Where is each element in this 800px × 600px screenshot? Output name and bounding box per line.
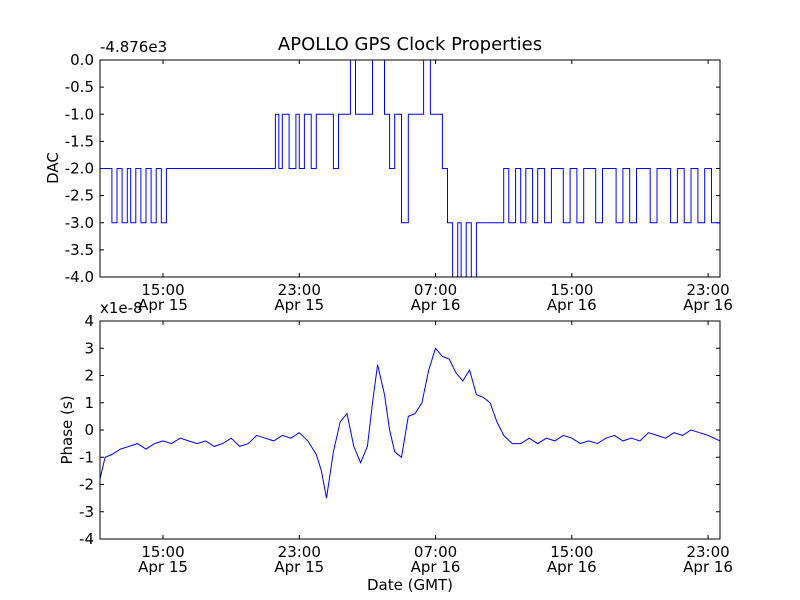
phase-ytick-label: 0 [84, 421, 94, 439]
dac-xtick-date: Apr 16 [547, 296, 597, 314]
dac-ytick-label: -1.0 [65, 105, 94, 123]
dac-xtick-time: 23:00 [686, 281, 729, 299]
phase-xtick-time: 15:00 [141, 543, 184, 561]
dac-ytick-label: 0.0 [70, 51, 94, 69]
phase-ytick-label: 3 [84, 339, 94, 357]
dac-xtick-date: Apr 15 [138, 296, 188, 314]
phase-ytick-label: -3 [79, 503, 94, 521]
phase-ytick-label: 4 [84, 312, 94, 330]
phase-xtick-time: 23:00 [686, 543, 729, 561]
dac-axis: 0.0 -0.5 -1.0 -1.5 -2.0 -2.5 -3.0 -3.5 -4.0 15:00… [65, 51, 733, 314]
phase-xtick-time: 07:00 [414, 543, 457, 561]
phase-ytick-label: -2 [79, 476, 94, 494]
dac-axes-frame [99, 59, 721, 278]
dac-ylabel: DAC [44, 152, 62, 184]
dac-ytick-label: -4.0 [65, 268, 94, 286]
dac-panel: -4.876e3 DAC 0.0 -0.5 -1.0 -1.5 -2.0 -2.5 -3.0… [44, 38, 733, 314]
dac-xtick-time: 23:00 [278, 281, 321, 299]
chart-title: APOLLO GPS Clock Properties [278, 34, 542, 55]
phase-xtick-date: Apr 16 [683, 558, 733, 576]
phase-offset-label: x1e-8 [100, 299, 143, 317]
dac-series-line [100, 59, 721, 278]
phase-ylabel: Phase (s) [58, 395, 76, 464]
phase-xtick-date: Apr 16 [547, 558, 597, 576]
dac-ytick-label: -2.5 [65, 187, 94, 205]
phase-ytick-label: 1 [84, 394, 94, 412]
phase-ytick-label: 2 [84, 367, 94, 385]
phase-ytick-label: -4 [79, 530, 94, 548]
dac-xtick-time: 15:00 [141, 281, 184, 299]
dac-offset-label: -4.876e3 [100, 38, 167, 56]
phase-xtick-date: Apr 15 [274, 558, 324, 576]
phase-axes-frame [99, 320, 721, 540]
dac-xtick-date: Apr 15 [274, 296, 324, 314]
dac-xtick-time: 15:00 [550, 281, 593, 299]
dac-ytick-label: -1.5 [65, 132, 94, 150]
phase-xlabel: Date (GMT) [367, 576, 453, 594]
phase-ytick-label: -1 [79, 448, 94, 466]
dac-ytick-label: -2.0 [65, 160, 94, 178]
dac-ytick-label: -3.5 [65, 241, 94, 259]
phase-xtick-date: Apr 15 [138, 558, 188, 576]
phase-xtick-time: 23:00 [278, 543, 321, 561]
dac-ytick-label: -0.5 [65, 78, 94, 96]
dac-ytick-label: -3.0 [65, 214, 94, 232]
dac-xtick-date: Apr 16 [411, 296, 461, 314]
dac-xtick-time: 07:00 [414, 281, 457, 299]
phase-series-line [99, 347, 721, 499]
phase-xtick-date: Apr 16 [411, 558, 461, 576]
phase-xtick-time: 15:00 [550, 543, 593, 561]
dac-xtick-date: Apr 16 [683, 296, 733, 314]
